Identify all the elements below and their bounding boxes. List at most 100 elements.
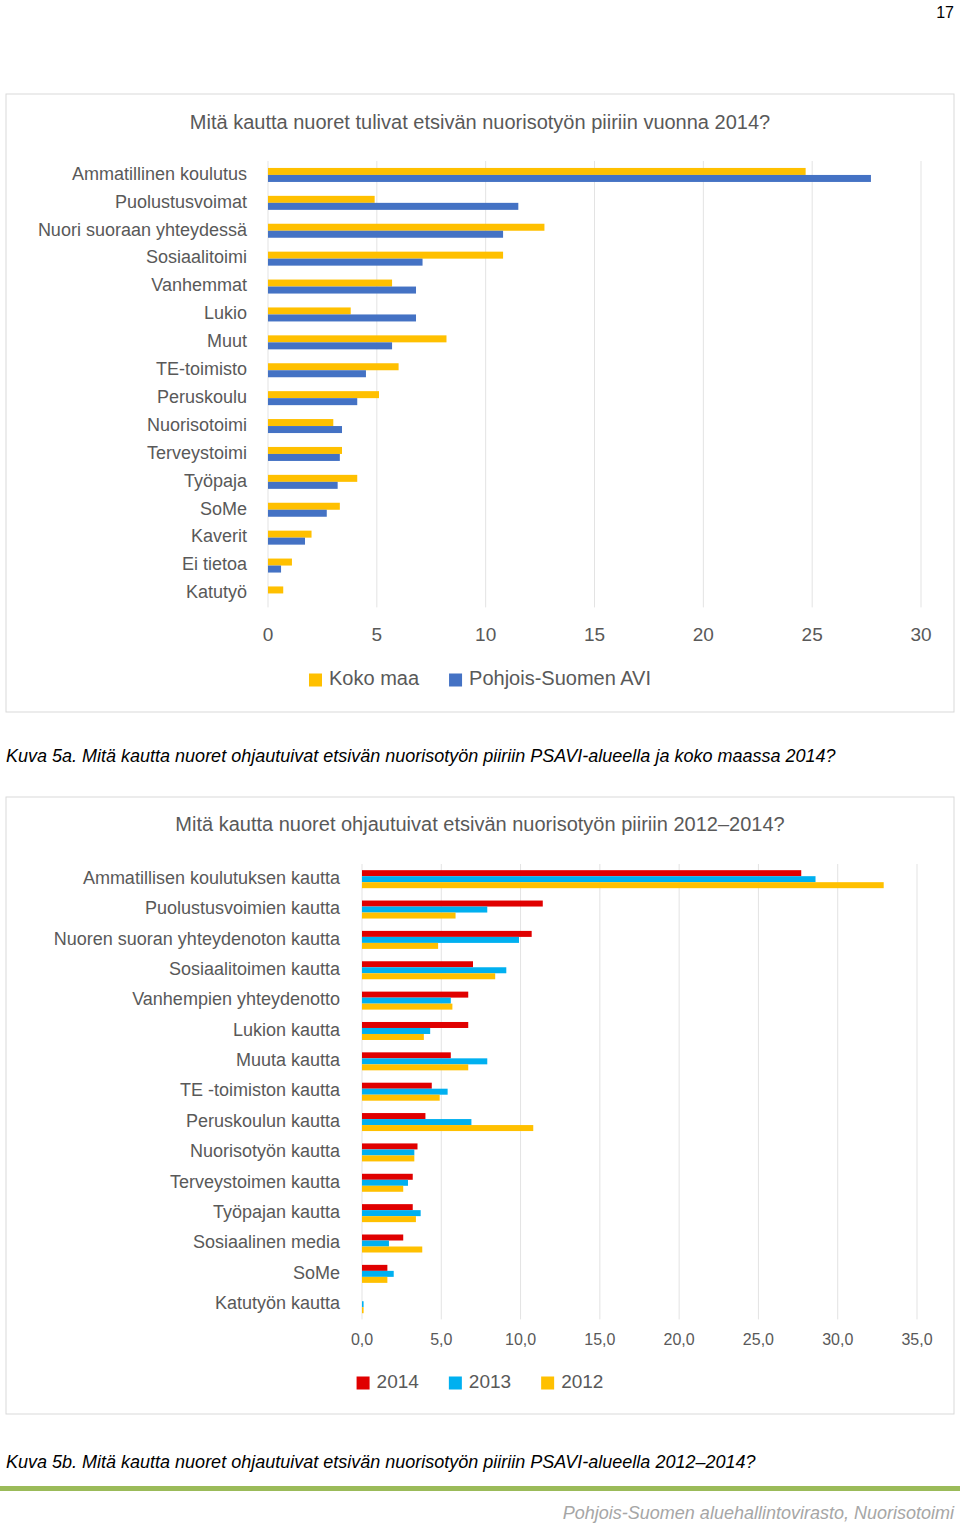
- chart-title: Mitä kautta nuoret ohjautuivat etsivän n…: [175, 813, 784, 835]
- category-label: Vanhempien yhteydenotto: [132, 989, 340, 1009]
- category-label: Peruskoulu: [157, 387, 247, 407]
- bar: [362, 1307, 364, 1313]
- bar: [362, 1180, 408, 1186]
- bar: [362, 1204, 413, 1210]
- category-label: SoMe: [200, 499, 247, 519]
- grid-line: [921, 161, 922, 607]
- bar: [362, 998, 451, 1004]
- bar: [268, 259, 423, 266]
- bar: [268, 224, 544, 231]
- grid-line: [594, 161, 595, 607]
- tick-label: 20: [693, 624, 714, 645]
- category-label: SoMe: [293, 1263, 340, 1283]
- chart-frame: [6, 94, 954, 712]
- bar: [362, 1216, 416, 1222]
- legend: Koko maa Pohjois-Suomen AVI: [309, 667, 651, 689]
- bar: [362, 1125, 533, 1131]
- bar: [362, 1277, 387, 1283]
- bar: [268, 586, 283, 593]
- bar: [362, 1210, 421, 1216]
- chart-frame: [6, 797, 954, 1414]
- chart: Mitä kautta nuoret ohjautuivat etsivän n…: [6, 797, 954, 1414]
- grid-line: [917, 864, 918, 1319]
- category-label: Nuorisotoimi: [147, 415, 247, 435]
- category-label: TE -toimiston kautta: [180, 1080, 341, 1100]
- bar: [362, 876, 816, 882]
- tick-label: 30,0: [822, 1331, 853, 1348]
- page: 17Kuva 5a. Mitä kautta nuoret ohjautuiva…: [0, 0, 960, 1529]
- bar: [362, 1089, 448, 1095]
- tick-label: 5: [372, 624, 383, 645]
- bar: [268, 231, 503, 238]
- bar: [268, 370, 366, 377]
- legend-label: Koko maa: [329, 667, 420, 689]
- grid-line: [758, 864, 759, 1319]
- bar: [362, 1186, 403, 1192]
- grid-line: [703, 161, 704, 607]
- bar: [268, 398, 357, 405]
- bar: [268, 175, 871, 182]
- bar: [268, 391, 379, 398]
- bar: [362, 1149, 414, 1155]
- category-label: Vanhemmat: [151, 275, 247, 295]
- category-label: Työpaja: [184, 471, 248, 491]
- category-label: Ei tietoa: [182, 554, 248, 574]
- bar: [268, 426, 342, 433]
- grid-line: [837, 864, 838, 1319]
- category-label: Nuoren suoran yhteydenoton kautta: [54, 929, 341, 949]
- category-label: Terveystoimi: [147, 443, 247, 463]
- category-label: Nuorisotyön kautta: [190, 1141, 341, 1161]
- category-label: Ammatillisen koulutuksen kautta: [83, 868, 341, 888]
- bar: [268, 280, 392, 287]
- category-label: Lukio: [204, 303, 247, 323]
- category-label: Puolustusvoimat: [115, 192, 247, 212]
- legend-swatch: [449, 674, 462, 687]
- bar: [268, 482, 338, 489]
- category-label: Katutyön kautta: [215, 1293, 341, 1313]
- bar: [268, 475, 357, 482]
- legend-label: 2014: [377, 1371, 420, 1392]
- bar: [362, 937, 519, 943]
- bar: [362, 1143, 418, 1149]
- category-label: Työpajan kautta: [213, 1202, 341, 1222]
- bar: [362, 961, 473, 967]
- category-label: Peruskoulun kautta: [186, 1111, 341, 1131]
- bar: [362, 992, 468, 998]
- bar: [268, 363, 399, 370]
- bar: [362, 1083, 432, 1089]
- bar: [362, 870, 801, 876]
- tick-label: 0: [263, 624, 274, 645]
- page-number: 17: [936, 4, 954, 21]
- bar: [268, 454, 340, 461]
- tick-label: 10,0: [505, 1331, 536, 1348]
- bar: [268, 203, 518, 210]
- grid-line: [599, 864, 600, 1319]
- bar: [362, 1301, 364, 1307]
- tick-label: 15: [584, 624, 605, 645]
- bar: [362, 913, 456, 919]
- background: [0, 0, 960, 1529]
- category-label: TE-toimisto: [156, 359, 247, 379]
- bar: [362, 1174, 413, 1180]
- bars: [268, 168, 871, 594]
- bar: [362, 1095, 440, 1101]
- bar: [268, 307, 351, 314]
- bar: [362, 931, 532, 937]
- legend-swatch: [357, 1377, 370, 1390]
- bar: [362, 1247, 422, 1253]
- caption: Kuva 5b. Mitä kautta nuoret ohjautuivat …: [6, 1452, 756, 1472]
- bar: [268, 419, 333, 426]
- legend-label: Pohjois-Suomen AVI: [469, 667, 651, 689]
- footer: Pohjois-Suomen aluehallintovirasto, Nuor…: [563, 1503, 955, 1523]
- bar: [362, 1271, 394, 1277]
- bar: [362, 1058, 487, 1064]
- bar: [362, 1028, 430, 1034]
- tick-label: 25,0: [743, 1331, 774, 1348]
- grid-line: [679, 864, 680, 1319]
- category-label: Muuta kautta: [236, 1050, 341, 1070]
- legend-swatch: [541, 1377, 554, 1390]
- bar: [268, 447, 342, 454]
- category-label: Ammatillinen koulutus: [72, 164, 247, 184]
- tick-label: 15,0: [584, 1331, 615, 1348]
- bar: [362, 1113, 425, 1119]
